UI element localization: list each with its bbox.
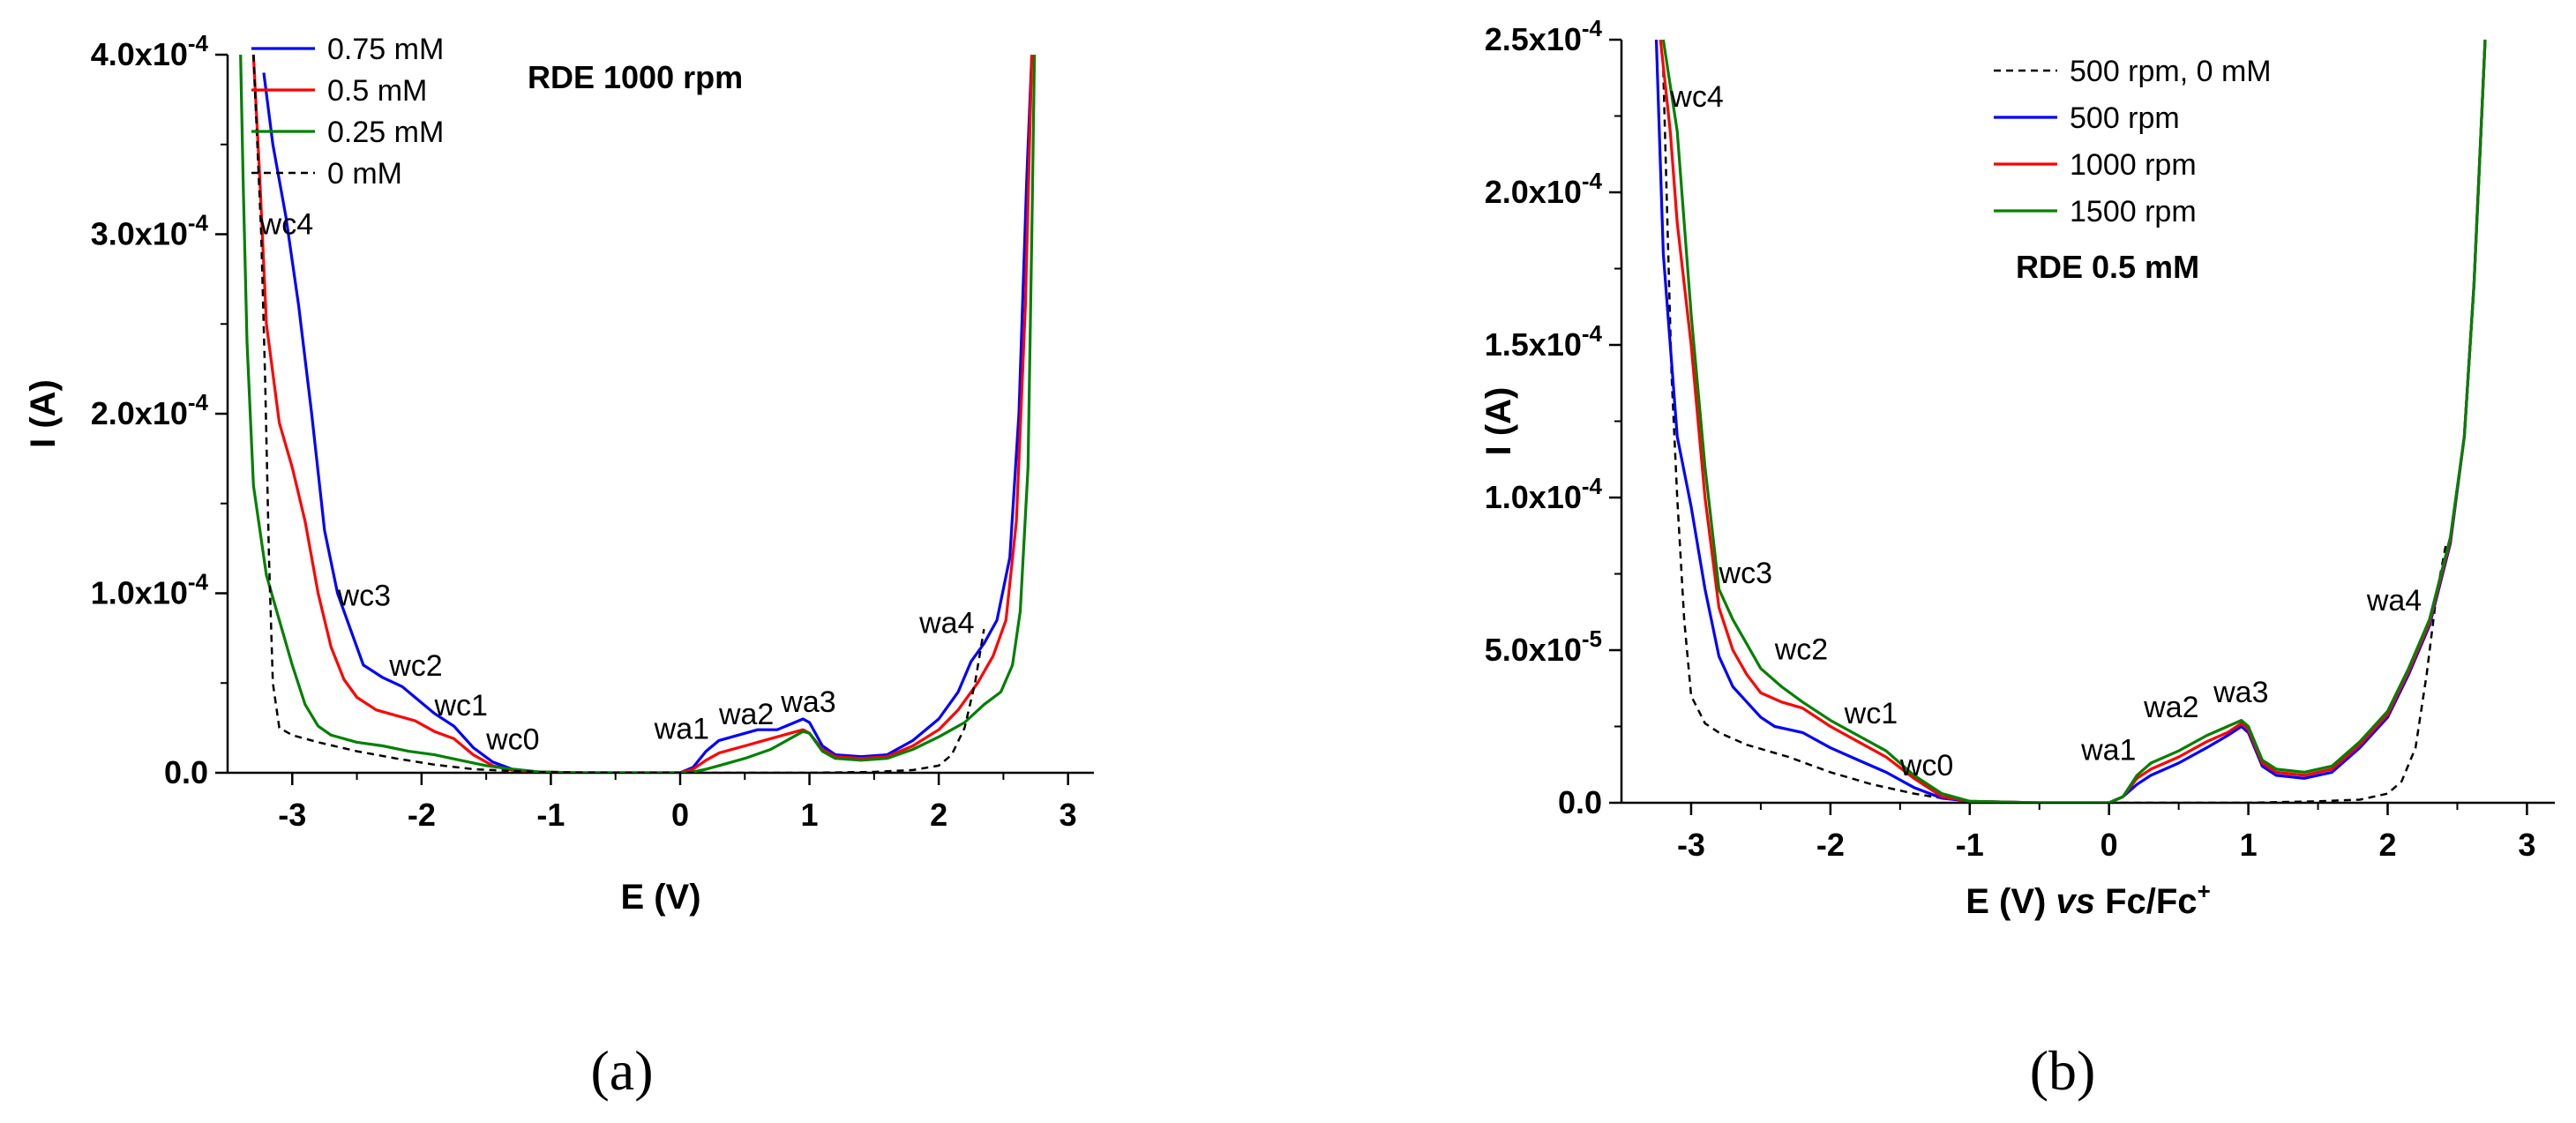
legend-label: 500 rpm, 0 mM	[2070, 55, 2272, 88]
panel-caption: (b)	[2030, 1039, 2096, 1102]
legend-label: 500 rpm	[2070, 101, 2180, 135]
y-tick-label: 5.0x10-5	[1485, 625, 1602, 668]
x-tick-label: -2	[1816, 827, 1845, 863]
peak-label-wc2: wc2	[388, 649, 442, 683]
y-tick-label: 0.0	[164, 754, 208, 790]
y-tick-label: 0.0	[1558, 784, 1602, 820]
peak-label-wc3: wc3	[337, 580, 391, 613]
y-tick-label: 1.0x10-4	[1485, 473, 1603, 515]
peak-label-wa1: wa1	[2080, 734, 2136, 767]
x-tick-label: 2	[930, 797, 947, 833]
y-tick-label: 1.0x10-4	[91, 569, 209, 611]
peak-label-wc1: wc1	[434, 689, 488, 722]
series-line-0-75-mm	[262, 54, 1034, 773]
y-tick-label: 2.0x10-4	[91, 389, 209, 431]
panel-b: -3 -2 -1 0 1 2 3 0.0 5.0x10-5 1.0x10-4 1.5x10-4 2.0…	[1479, 15, 2555, 1102]
x-tick-label: 1	[801, 797, 819, 833]
peak-label-wa4: wa4	[2366, 584, 2422, 618]
legend-label: 0.75 mM	[327, 33, 444, 66]
peak-label-wc4: wc4	[1669, 80, 1723, 114]
peak-label-wa4: wa4	[918, 606, 974, 640]
y-axis-label: I (A)	[1479, 387, 1518, 456]
peak-label-wa2: wa2	[718, 698, 774, 731]
y-tick-label: 2.0x10-4	[1485, 168, 1603, 210]
x-tick-label: 0	[671, 797, 689, 833]
panel-a: -3 -2 -1 0 1 2 3 0.0 1.0x10-4 2.0x10-4 3.0x10-4 4.0…	[24, 30, 1094, 1102]
series-group	[239, 54, 1037, 773]
peak-label-wa3: wa3	[780, 685, 835, 719]
x-tick-label: 0	[2100, 827, 2118, 863]
y-tick-label: 3.0x10-4	[91, 210, 209, 252]
series-line-1500-rpm	[1661, 39, 2487, 803]
x-tick-label: 2	[2378, 827, 2396, 863]
x-tick-label: 3	[2518, 827, 2535, 863]
legend-label: 1500 rpm	[2070, 195, 2197, 228]
annotation-label: RDE 1000 rpm	[528, 59, 743, 95]
x-tick-label: -1	[536, 797, 565, 833]
panel-caption: (a)	[590, 1039, 653, 1102]
peak-label-wc0: wc0	[485, 723, 539, 757]
peak-label-wa2: wa2	[2143, 691, 2198, 724]
peak-label-wc3: wc3	[1719, 557, 1772, 590]
y-tick-label: 4.0x10-4	[91, 30, 209, 72]
legend-label: 0.25 mM	[327, 116, 444, 149]
series-line-500-rpm-0-mm	[1662, 70, 2448, 803]
legend-label: 1000 rpm	[2070, 148, 2197, 182]
peak-label-wc2: wc2	[1774, 633, 1828, 666]
y-axis-label: I (A)	[24, 379, 63, 448]
x-axis-label: E (V)	[620, 878, 700, 917]
legend-label: 0 mM	[327, 157, 402, 191]
peak-label-wc1: wc1	[1844, 697, 1898, 730]
annotation-label: RDE 0.5 mM	[2016, 249, 2199, 285]
x-tick-label: 3	[1060, 797, 1077, 833]
x-tick-label: -3	[1677, 827, 1705, 863]
x-tick-label: -1	[1956, 827, 1984, 863]
x-tick-label: -3	[278, 797, 306, 833]
series-line-0-mm	[252, 54, 985, 773]
x-axis-label: E (V) vs Fc/Fc+	[1966, 878, 2211, 921]
peak-label-wc0: wc0	[1899, 749, 1953, 782]
peak-label-wa3: wa3	[2213, 676, 2268, 709]
y-tick-label: 2.5x10-4	[1485, 15, 1603, 57]
series-line-0-5-mm	[251, 54, 1034, 773]
x-tick-label: 1	[2240, 827, 2258, 863]
peak-label-wc4: wc4	[259, 208, 313, 242]
y-tick-label: 1.5x10-4	[1485, 320, 1603, 363]
peak-label-wa1: wa1	[654, 712, 709, 745]
x-tick-label: -2	[408, 797, 436, 833]
legend-label: 0.5 mM	[327, 74, 427, 108]
series-group	[1654, 39, 2487, 803]
